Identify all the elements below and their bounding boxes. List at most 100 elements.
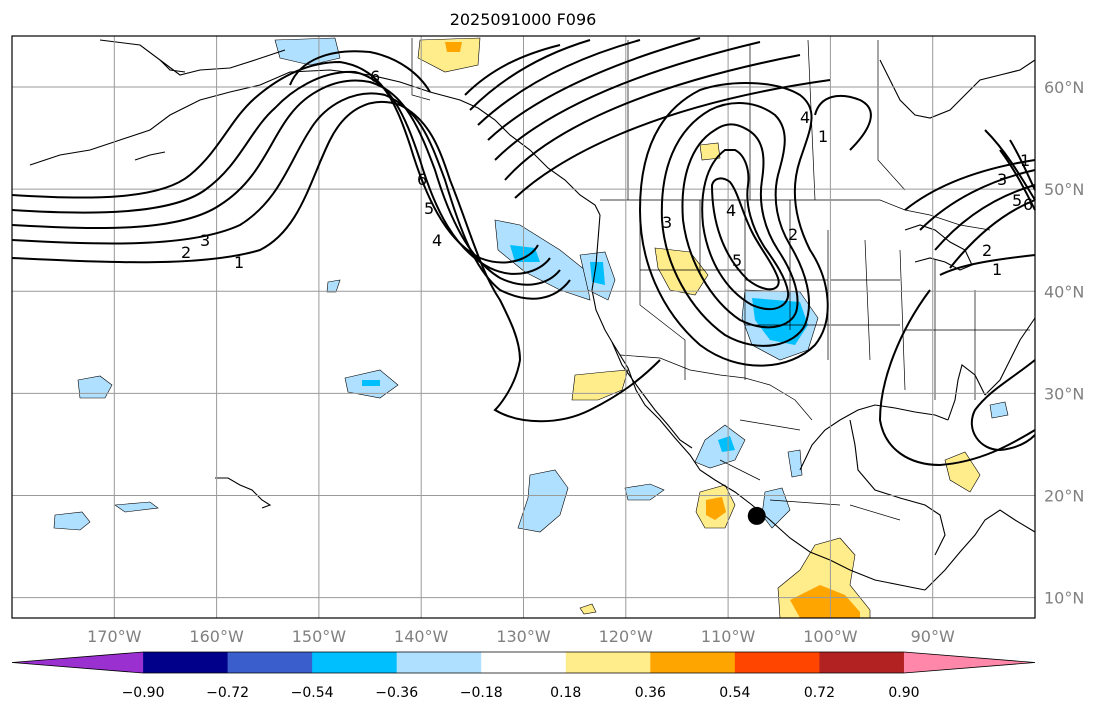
lat-tick-label: 40°N bbox=[1044, 282, 1084, 301]
yukon-border bbox=[411, 38, 431, 101]
contour-east-1 bbox=[878, 254, 1036, 467]
contour-label: 1 bbox=[234, 253, 244, 272]
longitude-tick-labels: 170°W 160°W 150°W 140°W 130°W 120°W 110°W 100°W… bbox=[87, 627, 955, 646]
fill-blue-east-pac bbox=[517, 469, 569, 533]
colorbar-tick-label: −0.54 bbox=[291, 685, 334, 701]
contour-label: 6 bbox=[370, 67, 380, 86]
contour-label: 2 bbox=[788, 225, 798, 244]
colorbar-tick-label: 0.90 bbox=[888, 685, 919, 701]
political-borders bbox=[411, 38, 1030, 521]
contour-cutoff-1 bbox=[638, 82, 829, 367]
contour-label: 6 bbox=[417, 170, 427, 189]
fill-blue-islands-3 bbox=[53, 511, 91, 531]
lat-tick-label: 30°N bbox=[1044, 384, 1084, 403]
fill-cyan-oregon bbox=[590, 262, 605, 285]
coastlines bbox=[29, 39, 1036, 591]
black-dot-marker bbox=[747, 506, 766, 525]
fill-cyan-pacnw bbox=[510, 245, 540, 262]
fill-orange-yukon bbox=[445, 42, 462, 52]
lon-tick-label: 160°W bbox=[189, 627, 244, 646]
contour-label: 4 bbox=[432, 231, 442, 250]
colorbar bbox=[11, 651, 1036, 674]
contour-label: 1 bbox=[1020, 151, 1030, 170]
colorbar-labels: −0.90 −0.72 −0.54 −0.36 −0.18 0.18 0.36 0.54 0.7… bbox=[122, 685, 920, 701]
contour-label: 3 bbox=[200, 231, 210, 250]
fill-yellow-tiny bbox=[579, 603, 597, 615]
colorbar-swatch bbox=[819, 652, 905, 673]
canada-provinces bbox=[627, 39, 906, 201]
fill-cyan-gulf-calif bbox=[718, 436, 735, 452]
colorbar-tick-label: −0.90 bbox=[122, 685, 165, 701]
latitude-tick-labels: 10°N 20°N 30°N 40°N 50°N 60°N bbox=[1044, 78, 1084, 608]
colorbar-swatch bbox=[227, 652, 313, 673]
lon-tick-label: 150°W bbox=[292, 627, 347, 646]
colorbar-swatch bbox=[481, 652, 567, 673]
contour-label: 3 bbox=[662, 213, 672, 232]
fill-blue-islands-1 bbox=[77, 375, 113, 399]
contour-label: 3 bbox=[997, 170, 1007, 189]
fill-blue-islands-4 bbox=[114, 501, 159, 513]
colorbar-swatch bbox=[734, 652, 820, 673]
colorbar-tick-label: −0.18 bbox=[460, 685, 503, 701]
contour-trough-6 bbox=[289, 50, 431, 93]
fill-blue-atlantic bbox=[989, 401, 1009, 419]
colorbar-tick-label: −0.72 bbox=[206, 685, 249, 701]
contour-cutoff-3 bbox=[681, 123, 799, 329]
fill-orange-east-pac bbox=[706, 497, 726, 520]
lat-tick-label: 50°N bbox=[1044, 180, 1084, 199]
colorbar-swatch bbox=[396, 652, 482, 673]
contour-label: 1 bbox=[818, 127, 828, 146]
contour-cutoff-2 bbox=[660, 102, 811, 347]
fill-orange-south bbox=[790, 585, 860, 618]
fill-blue-small-1 bbox=[624, 483, 665, 501]
lat-tick-label: 10°N bbox=[1044, 589, 1084, 608]
fill-yellow-idaho bbox=[699, 142, 721, 161]
mexico-states bbox=[719, 419, 901, 521]
islands-3 bbox=[159, 59, 186, 73]
colorbar-tick-label: 0.36 bbox=[635, 685, 666, 701]
lon-tick-label: 130°W bbox=[496, 627, 551, 646]
fill-cyan-islands-2 bbox=[362, 380, 380, 386]
fill-yellow-caribbean bbox=[944, 451, 981, 493]
colorbar-outline bbox=[11, 651, 1036, 674]
contour-east-3 bbox=[970, 359, 1036, 452]
contour-trough-1 bbox=[11, 100, 661, 423]
gridlines bbox=[12, 36, 1035, 618]
florida bbox=[947, 364, 986, 421]
contour-east-2 bbox=[814, 94, 872, 151]
contour-label: 5 bbox=[424, 199, 434, 218]
lon-tick-label: 100°W bbox=[803, 627, 858, 646]
colorbar-swatch bbox=[565, 652, 651, 673]
contour-northeast-2 bbox=[984, 129, 1036, 211]
islands-1 bbox=[215, 477, 272, 509]
us-mexico-border bbox=[619, 354, 813, 421]
colorbar-tick-label: 0.72 bbox=[804, 685, 835, 701]
contour-label: 5 bbox=[732, 251, 742, 270]
colorbar-tick-label: 0.54 bbox=[719, 685, 750, 701]
contour-label: 1 bbox=[992, 260, 1002, 279]
contour-northeast-1 bbox=[904, 159, 1036, 269]
alaska-north bbox=[99, 39, 286, 76]
contour-trough-4 bbox=[11, 70, 551, 275]
colorbar-swatch bbox=[143, 652, 229, 673]
fill-blue-gulf-alaska bbox=[274, 37, 341, 66]
contour-trough-3 bbox=[11, 79, 561, 286]
contour-lines bbox=[11, 37, 1036, 467]
lat-tick-label: 20°N bbox=[1044, 486, 1084, 505]
great-lakes bbox=[904, 224, 973, 271]
contour-labels: 6 6 5 4 3 2 1 4 3 5 4 2 1 1 3 5 6 2 1 bbox=[181, 67, 1033, 279]
colorbar-tick-label: −0.36 bbox=[375, 685, 418, 701]
east-coast bbox=[984, 317, 1036, 396]
us-states bbox=[639, 200, 1030, 400]
fill-blue-mexico bbox=[787, 449, 803, 478]
islands-2 bbox=[134, 151, 166, 161]
contour-label: 4 bbox=[726, 201, 736, 220]
contour-trough-2 bbox=[11, 92, 571, 300]
lon-tick-label: 110°W bbox=[701, 627, 756, 646]
lon-tick-label: 90°W bbox=[911, 627, 955, 646]
contour-cutoff-5 bbox=[710, 177, 780, 291]
contour-label: 5 bbox=[1012, 191, 1022, 210]
colorbar-tick-label: 0.18 bbox=[550, 685, 581, 701]
map-frame bbox=[11, 35, 1036, 619]
contour-label: 4 bbox=[800, 108, 810, 127]
